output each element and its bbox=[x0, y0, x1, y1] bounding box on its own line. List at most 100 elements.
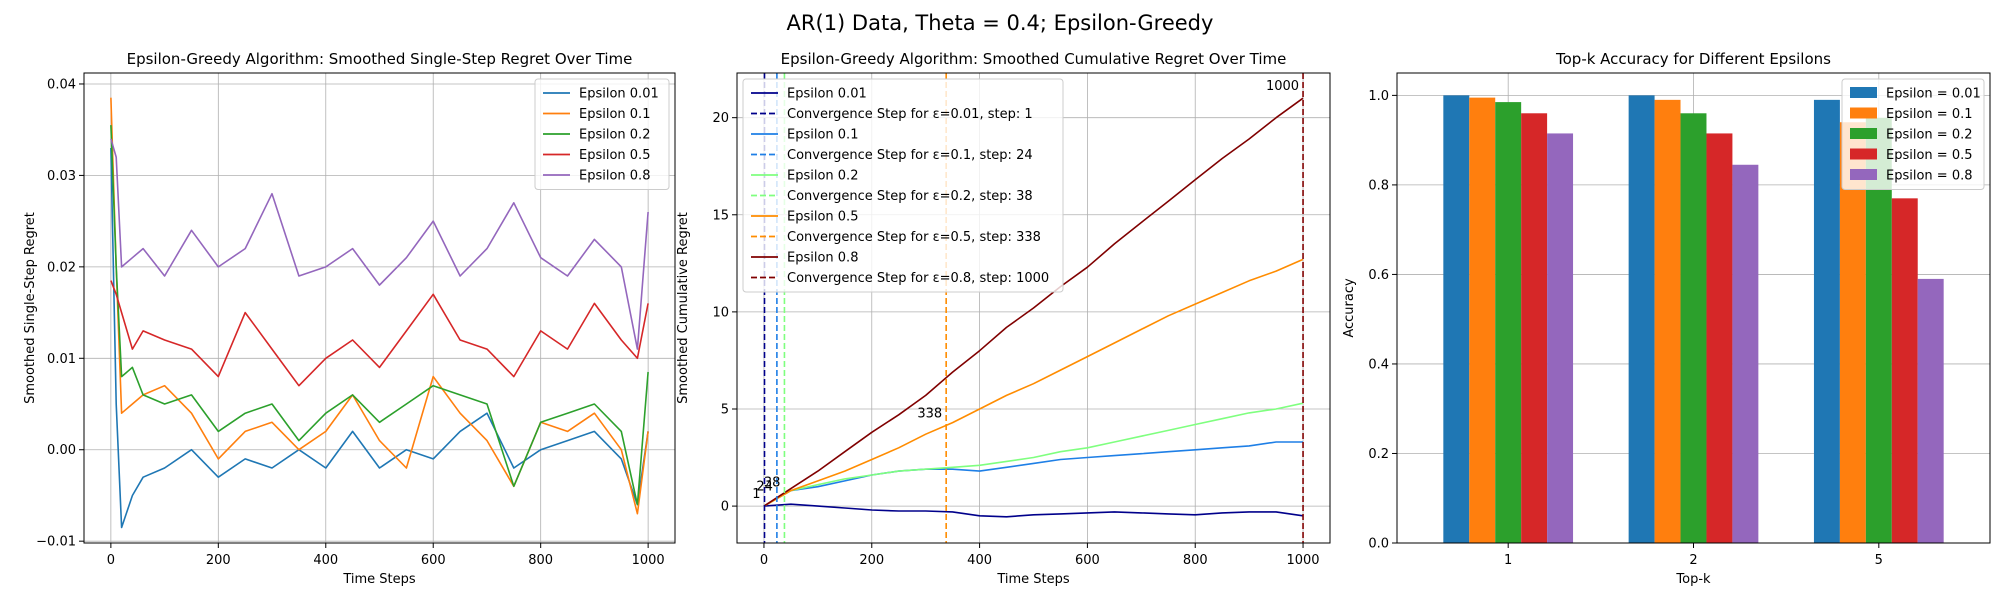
legend-label: Convergence Step for ε=0.1, step: 24 bbox=[787, 148, 1033, 163]
x-tick-label: 600 bbox=[421, 553, 446, 568]
y-tick-label: 0.0 bbox=[1368, 537, 1389, 552]
series-line-epsilon-0.2 bbox=[110, 125, 649, 506]
x-tick-label: 400 bbox=[313, 553, 338, 568]
bar bbox=[1813, 99, 1840, 543]
x-tick-label: 800 bbox=[528, 553, 553, 568]
series-line-epsilon-0.1 bbox=[763, 441, 1303, 507]
bar bbox=[1495, 102, 1522, 543]
y-tick-label: 0.2 bbox=[1368, 447, 1389, 462]
bar bbox=[1547, 133, 1574, 543]
legend-swatch bbox=[1850, 169, 1877, 180]
series-line-epsilon-0.5 bbox=[763, 258, 1304, 507]
y-axis-label: Smoothed Cumulative Regret bbox=[676, 212, 691, 404]
y-tick-label: 1.0 bbox=[1368, 89, 1389, 104]
y-axis-label: Accuracy bbox=[1342, 278, 1357, 338]
legend-swatch bbox=[1850, 107, 1877, 119]
x-tick-label: 1000 bbox=[632, 553, 665, 568]
axes-frame bbox=[736, 72, 1331, 544]
bar bbox=[1443, 95, 1470, 543]
legend-label: Convergence Step for ε=0.01, step: 1 bbox=[787, 107, 1033, 122]
figure-title: AR(1) Data, Theta = 0.4; Epsilon-Greedy bbox=[787, 11, 1214, 35]
convergence-step-label: 1 bbox=[752, 487, 760, 502]
x-tick-label: 1000 bbox=[1286, 553, 1319, 568]
convergence-step-label: 338 bbox=[917, 406, 942, 421]
y-tick-label: 0.8 bbox=[1368, 178, 1389, 193]
legend-label: Epsilon 0.01 bbox=[579, 87, 659, 102]
convergence-step-label: 1000 bbox=[1266, 79, 1299, 94]
y-tick-label: 15 bbox=[712, 208, 729, 223]
legend-label: Epsilon 0.2 bbox=[579, 128, 650, 143]
legend-label: Epsilon 0.2 bbox=[787, 169, 858, 184]
y-tick-label: 0.00 bbox=[47, 443, 76, 458]
bar bbox=[1469, 97, 1496, 543]
x-axis-label: Time Steps bbox=[996, 572, 1070, 587]
plot-title: Top-k Accuracy for Different Epsilons bbox=[1555, 50, 1831, 68]
series-line-epsilon-0.01 bbox=[110, 147, 649, 529]
convergence-step-label: 24 bbox=[756, 480, 773, 495]
legend-box bbox=[742, 78, 1064, 293]
bar bbox=[1917, 278, 1944, 543]
legend-label: Epsilon 0.1 bbox=[787, 128, 858, 143]
legend-label: Epsilon 0.8 bbox=[579, 169, 650, 184]
y-tick-label: 5 bbox=[721, 402, 729, 417]
x-tick-label: 800 bbox=[1183, 553, 1208, 568]
legend-label: Convergence Step for ε=0.5, step: 338 bbox=[787, 230, 1041, 245]
bar bbox=[1732, 164, 1759, 543]
convergence-step-label: 38 bbox=[764, 475, 781, 490]
y-tick-label: −0.01 bbox=[36, 535, 76, 550]
bar bbox=[1680, 113, 1707, 544]
y-axis-label: Smoothed Single-Step Regret bbox=[23, 212, 38, 404]
series-line-epsilon-0.01 bbox=[763, 503, 1304, 518]
legend-label: Epsilon = 0.01 bbox=[1886, 87, 1981, 102]
x-tick-label: 600 bbox=[1075, 553, 1100, 568]
bar bbox=[1628, 95, 1655, 543]
y-tick-label: 10 bbox=[712, 305, 729, 320]
y-tick-label: 0.04 bbox=[47, 77, 76, 92]
y-tick-label: 0.6 bbox=[1368, 268, 1389, 283]
series-line-epsilon-0.2 bbox=[763, 402, 1304, 507]
x-tick-label: 400 bbox=[967, 553, 992, 568]
x-tick-label: 200 bbox=[859, 553, 884, 568]
legend-label: Epsilon 0.1 bbox=[579, 107, 650, 122]
legend-swatch bbox=[1850, 148, 1877, 160]
x-axis-label: Time Steps bbox=[342, 572, 416, 587]
x-tick-label: 200 bbox=[206, 553, 231, 568]
legend-box bbox=[1841, 78, 1985, 190]
bar bbox=[1521, 113, 1548, 544]
legend-label: Epsilon 0.01 bbox=[787, 87, 867, 102]
series-line-epsilon-0.5 bbox=[110, 280, 649, 387]
x-tick-label: 0 bbox=[760, 553, 768, 568]
legend-label: Epsilon = 0.2 bbox=[1886, 128, 1973, 143]
legend-label: Epsilon = 0.1 bbox=[1886, 107, 1973, 122]
legend-box bbox=[534, 78, 670, 190]
y-tick-label: 0.01 bbox=[47, 352, 76, 367]
y-tick-label: 0.4 bbox=[1368, 357, 1389, 372]
y-tick-label: 0 bbox=[721, 500, 729, 515]
topk-accuracy-chart: 1 2 5 0.0 0.2 0.4 0.6 0.8 1.0 Top-k Accuracy for … bbox=[1342, 50, 1991, 587]
y-tick-label: 20 bbox=[712, 111, 729, 126]
legend-label: Epsilon 0.5 bbox=[579, 148, 650, 163]
bar bbox=[1706, 133, 1733, 543]
x-tick-label: 1 bbox=[1504, 553, 1512, 568]
x-tick-label: 0 bbox=[107, 553, 115, 568]
x-tick-label: 5 bbox=[1875, 553, 1883, 568]
y-tick-label: 0.03 bbox=[47, 169, 76, 184]
bar bbox=[1839, 122, 1866, 543]
y-tick-label: 0.02 bbox=[47, 260, 76, 275]
plot-title: Epsilon-Greedy Algorithm: Smoothed Cumul… bbox=[781, 50, 1287, 68]
legend-label: Convergence Step for ε=0.2, step: 38 bbox=[787, 189, 1033, 204]
legend-label: Epsilon = 0.8 bbox=[1886, 169, 1973, 184]
legend-label: Epsilon = 0.5 bbox=[1886, 148, 1973, 163]
plot-title: Epsilon-Greedy Algorithm: Smoothed Singl… bbox=[127, 50, 633, 68]
bar bbox=[1891, 198, 1918, 544]
legend-label: Epsilon 0.5 bbox=[787, 210, 858, 225]
single-step-regret-chart: 0 200 400 600 800 1000 −0.01 0.00 0.01 0.02 0.03 0.… bbox=[23, 50, 676, 587]
x-tick-label: 2 bbox=[1689, 553, 1697, 568]
legend-swatch bbox=[1850, 87, 1877, 98]
series-line-epsilon-0.8 bbox=[763, 97, 1304, 507]
bar bbox=[1654, 99, 1681, 543]
x-axis-label: Top-k bbox=[1675, 572, 1711, 587]
legend-swatch bbox=[1850, 128, 1877, 139]
